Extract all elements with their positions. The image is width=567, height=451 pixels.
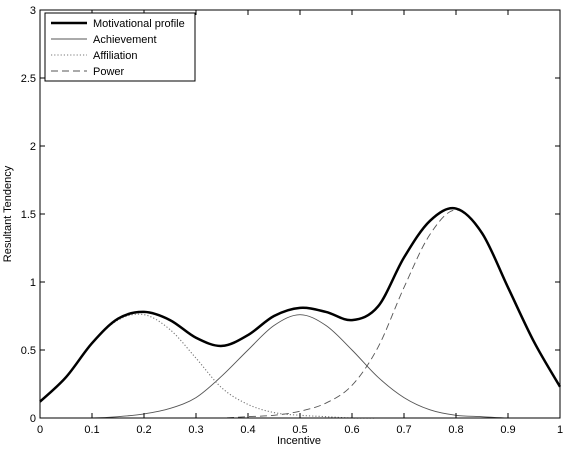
x-tick-label: 0.2 — [136, 424, 151, 436]
y-tick-label: 1 — [30, 277, 36, 289]
legend-label-motivational-profile: Motivational profile — [93, 18, 185, 30]
x-tick-label: 0.5 — [292, 424, 307, 436]
y-tick-label: 2 — [30, 141, 36, 153]
axes-layer: 0 0.1 0.2 0.3 0.4 0.5 0.6 0.7 0.8 0.9 1 0 0.5 1 1.5 2 2.… — [21, 5, 563, 436]
y-tick-label: 0 — [30, 413, 36, 425]
legend-label-power: Power — [93, 66, 125, 78]
y-tick-label: 1.5 — [21, 209, 36, 221]
legend-label-affiliation: Affiliation — [93, 50, 137, 62]
y-tick-label: 2.5 — [21, 73, 36, 85]
x-tick-label: 0.3 — [188, 424, 203, 436]
x-tick-label: 0.4 — [240, 424, 255, 436]
legend-box — [44, 12, 196, 82]
x-tick-label: 0.8 — [448, 424, 463, 436]
x-tick-label: 0.1 — [84, 424, 99, 436]
y-tick-label: 3 — [30, 5, 36, 17]
series-line-achievement — [40, 314, 560, 419]
y-axis-label: Resultant Tendency — [2, 165, 14, 262]
legend: Motivational profile Achievement Affiliati… — [44, 12, 196, 82]
x-tick-label: 1 — [557, 424, 563, 436]
series-line-motivational-profile — [39, 206, 562, 403]
legend-label-achievement: Achievement — [93, 34, 157, 46]
y-tick-label: 0.5 — [21, 345, 36, 357]
x-axis-label: Incentive — [277, 435, 321, 447]
x-tick-label: 0.9 — [500, 424, 515, 436]
x-tick-label: 0.6 — [344, 424, 359, 436]
x-tick-label: 0.7 — [396, 424, 411, 436]
x-tick-label: 0 — [37, 424, 43, 436]
